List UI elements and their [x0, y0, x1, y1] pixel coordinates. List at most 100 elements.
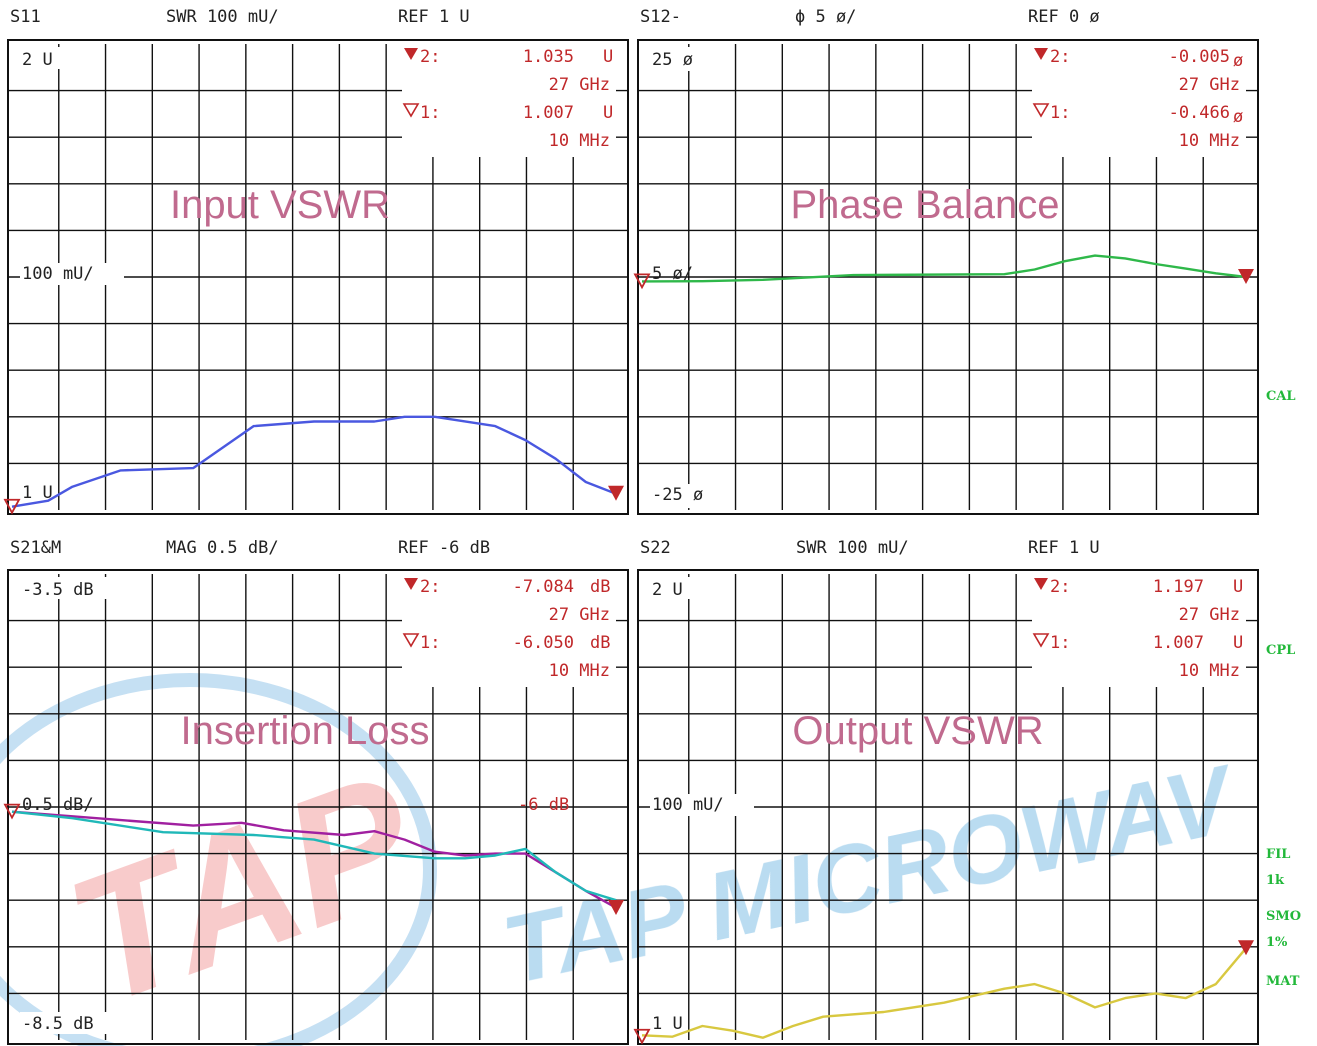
panel-s11-param: S11	[10, 7, 41, 27]
marker1-legend-triangle	[402, 633, 420, 648]
marker1-triangle	[633, 273, 651, 290]
panel-s11-marker2-id: 2:	[420, 47, 440, 67]
panel-s12-ref: REF 0 ø	[1028, 7, 1100, 27]
panel-s21-ref: REF -6 dB	[398, 538, 490, 558]
panel-s11-top-label: 2 U	[22, 50, 53, 70]
panel-s21-top-label: -3.5 dB	[22, 580, 94, 600]
panel-s12-ref-label: 5 ø/	[652, 264, 693, 284]
panel-s22-param: S22	[640, 538, 671, 558]
panel-s11-marker2-freq: 27 GHz	[549, 75, 610, 95]
panel-s12-param: S12-	[640, 7, 681, 27]
side-label-mat: MAT	[1266, 974, 1300, 989]
panel-s11-marker2-value: 1.035	[523, 47, 574, 67]
panel-s21-grid	[7, 569, 629, 1045]
panel-s22-format: SWR 100 mU/	[796, 538, 909, 558]
panel-s11-format: SWR 100 mU/	[166, 7, 279, 27]
panel-s12-traces	[633, 48, 1254, 290]
panel-s21: S21&M MAG 0.5 dB/ REF -6 dB 2: -7.084 dB…	[3, 538, 629, 1045]
panel-s12-marker1-id: 1:	[1050, 103, 1070, 123]
panel-s22: S22 SWR 100 mU/ REF 1 U 2: 1.197 U 27 GH…	[633, 538, 1259, 1045]
panel-s21-marker2-id: 2:	[420, 577, 440, 597]
side-label-cal: CAL	[1266, 389, 1296, 404]
panel-s11-marker1-freq: 10 MHz	[549, 131, 610, 151]
panel-s21-marker1-value: -6.050	[513, 633, 574, 653]
panel-s22-marker2-id: 2:	[1050, 577, 1070, 597]
panel-s12-marker1-value: -0.466	[1169, 103, 1230, 123]
marker2-legend-triangle	[404, 48, 418, 60]
side-label-smo: SMO	[1266, 909, 1301, 924]
panel-s22-ref-label: 100 mU/	[652, 795, 724, 815]
panel-s21-marker1-unit: dB	[590, 633, 610, 653]
panel-s22-marker2-value: 1.197	[1153, 577, 1204, 597]
panel-s11-marker-box	[402, 43, 616, 157]
panel-s21-marker1-freq: 10 MHz	[549, 661, 610, 681]
panel-s12-marker2-unit: ø	[1233, 51, 1243, 71]
panel-s11-marker2-unit: U	[603, 47, 613, 67]
panel-s11: S11 SWR 100 mU/ REF 1 U 2: 1.035 U 27 GH…	[3, 7, 629, 515]
marker2-triangle	[608, 900, 624, 916]
panel-s22-marker1-value: 1.007	[1153, 633, 1204, 653]
marker2-legend-triangle	[404, 578, 418, 590]
panel-s12-marker1-freq: 10 MHz	[1179, 131, 1240, 151]
panel-s12-marker1-unit: ø	[1233, 107, 1243, 127]
panel-s21-traces	[3, 578, 624, 916]
marker2-legend-triangle	[1034, 48, 1048, 60]
panel-s21-marker1-id: 1:	[420, 633, 440, 653]
panel-s11-title: Input VSWR	[170, 183, 390, 227]
side-label-cpl: CPL	[1266, 643, 1295, 658]
panel-s21-bottom-label: -8.5 dB	[22, 1014, 94, 1034]
panel-s12-title: Phase Balance	[790, 183, 1059, 227]
panel-s21-memory-label: -6 dB	[518, 795, 569, 815]
trace-line	[11, 810, 617, 902]
panel-s22-marker1-freq: 10 MHz	[1179, 661, 1240, 681]
panel-s21-format: MAG 0.5 dB/	[166, 538, 279, 558]
panel-s12-bottom-label: -25 ø	[652, 485, 703, 505]
panel-s12-marker2-id: 2:	[1050, 47, 1070, 67]
marker2-triangle	[1238, 269, 1254, 285]
panel-s22-ref: REF 1 U	[1028, 538, 1100, 558]
trace-line	[641, 947, 1247, 1039]
panel-s22-marker2-unit: U	[1233, 577, 1243, 597]
marker1-triangle	[3, 803, 21, 820]
side-label-smo-value: 1%	[1266, 935, 1288, 950]
marker1-legend-triangle	[1032, 103, 1050, 118]
marker2-triangle	[1238, 940, 1254, 956]
panel-s12-top-label: 25 ø	[652, 50, 693, 70]
trace-line	[11, 415, 617, 508]
panel-s11-bottom-label: 1 U	[22, 483, 53, 503]
panel-s22-title: Output VSWR	[792, 709, 1043, 753]
panel-s21-param: S21&M	[10, 538, 61, 558]
marker1-triangle	[633, 1028, 651, 1045]
panel-s21-ref-label: 0.5 dB/	[22, 795, 94, 815]
panel-s12-marker2-value: -0.005	[1169, 47, 1230, 67]
side-label-fil-value: 1k	[1266, 873, 1285, 888]
panel-s12: S12- ϕ 5 ø/ REF 0 ø 2: -0.005 ø 27 GHz 1…	[633, 7, 1259, 515]
marker2-legend-triangle	[1034, 578, 1048, 590]
panel-s21-marker2-value: -7.084	[513, 577, 574, 597]
panel-s21-marker2-freq: 27 GHz	[549, 605, 610, 625]
panel-s22-marker1-id: 1:	[1050, 633, 1070, 653]
panel-s22-marker1-unit: U	[1233, 633, 1243, 653]
panel-s11-ref: REF 1 U	[398, 7, 470, 27]
marker1-legend-triangle	[402, 103, 420, 118]
side-labels: CAL CPL FIL 1k SMO 1% MAT	[1266, 389, 1301, 989]
panel-s22-marker2-freq: 27 GHz	[1179, 605, 1240, 625]
panel-s22-top-label: 2 U	[652, 580, 683, 600]
panel-s22-bottom-label: 1 U	[652, 1014, 683, 1034]
panel-s11-marker1-id: 1:	[420, 103, 440, 123]
panel-s11-traces	[3, 48, 624, 515]
panel-s11-marker1-unit: U	[603, 103, 613, 123]
panel-s12-marker2-freq: 27 GHz	[1179, 75, 1240, 95]
panel-s21-marker2-unit: dB	[590, 577, 610, 597]
panel-s12-format: ϕ 5 ø/	[795, 7, 856, 27]
panel-s21-title: Insertion Loss	[180, 709, 429, 753]
panel-s11-ref-label: 100 mU/	[22, 264, 94, 284]
panel-s21-marker-box	[402, 573, 616, 687]
panel-s22-marker-box	[1032, 573, 1246, 687]
panel-s11-marker1-value: 1.007	[523, 103, 574, 123]
panel-s12-marker-box	[1032, 43, 1246, 157]
marker1-triangle	[3, 498, 21, 515]
trace-line	[641, 254, 1247, 283]
side-label-fil: FIL	[1266, 847, 1290, 862]
